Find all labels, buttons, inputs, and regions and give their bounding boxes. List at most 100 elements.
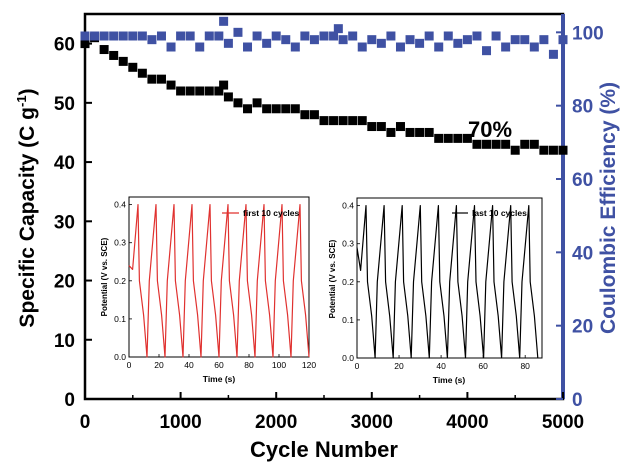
- inset-1-x-tick-label: 100: [272, 360, 286, 370]
- capacity-point: [185, 86, 195, 96]
- x-tick-label: 1000: [159, 412, 201, 433]
- efficiency-point: [472, 31, 482, 41]
- inset-2-x-tick-label: 60: [478, 361, 488, 371]
- capacity-point: [281, 104, 291, 114]
- inset-1-x-axis-title: Time (s): [203, 374, 236, 384]
- capacity-point: [434, 133, 444, 143]
- capacity-point: [166, 80, 176, 90]
- capacity-point: [300, 110, 310, 120]
- y-left-tick-label: 30: [54, 212, 75, 233]
- capacity-point: [338, 116, 348, 126]
- capacity-point: [357, 116, 367, 126]
- capacity-point: [462, 133, 472, 143]
- capacity-point: [147, 74, 157, 84]
- capacity-point: [319, 116, 329, 126]
- efficiency-point: [118, 31, 128, 41]
- efficiency-point: [329, 31, 339, 41]
- efficiency-point: [348, 31, 358, 41]
- inset-1-y-tick-label: 0.1: [114, 314, 126, 324]
- y-left-tick-label: 20: [54, 272, 75, 293]
- efficiency-point: [128, 31, 138, 41]
- efficiency-point: [204, 31, 214, 41]
- capacity-point: [539, 145, 549, 155]
- inset-2-x-tick-label: 40: [436, 361, 446, 371]
- y-right-tick-label: 0: [572, 390, 583, 411]
- efficiency-point: [319, 31, 329, 41]
- efficiency-point: [90, 31, 100, 41]
- y-right-tick-label: 100: [572, 23, 604, 44]
- capacity-point: [405, 127, 415, 137]
- efficiency-point: [415, 38, 425, 48]
- capacity-point: [214, 86, 224, 96]
- capacity-point: [243, 104, 253, 114]
- efficiency-point: [405, 35, 415, 45]
- inset-2-x-tick-label: 80: [520, 361, 530, 371]
- efficiency-point: [80, 31, 90, 41]
- capacity-point: [262, 104, 272, 114]
- inset-2-y-tick-label: 0.3: [342, 239, 354, 249]
- efficiency-point: [195, 42, 205, 52]
- efficiency-point: [520, 35, 530, 45]
- y-left-tick-label: 40: [54, 153, 75, 174]
- capacity-point: [309, 110, 319, 120]
- efficiency-point: [290, 42, 300, 52]
- efficiency-point: [300, 31, 310, 41]
- efficiency-point: [424, 31, 434, 41]
- inset-2-y-tick-label: 0.1: [342, 315, 354, 325]
- inset-1-y-tick-label: 0.4: [114, 200, 126, 210]
- efficiency-point: [434, 42, 444, 52]
- efficiency-point: [539, 35, 549, 45]
- efficiency-point: [147, 35, 157, 45]
- inset-2-y-axis-title: Potential (V vs. SCE): [328, 239, 337, 318]
- efficiency-point: [462, 35, 472, 45]
- capacity-point: [99, 45, 109, 55]
- capacity-point: [415, 127, 425, 137]
- efficiency-point: [529, 42, 539, 52]
- efficiency-point: [219, 16, 229, 26]
- efficiency-point: [376, 38, 386, 48]
- efficiency-point: [482, 46, 492, 56]
- retention-annotation: 70%: [468, 117, 512, 142]
- inset-2-potential-line: [356, 205, 539, 359]
- inset-2-legend-label: last 10 cycles: [472, 208, 527, 218]
- efficiency-point: [501, 42, 511, 52]
- efficiency-point: [137, 31, 147, 41]
- capacity-point: [548, 145, 558, 155]
- efficiency-point: [214, 31, 224, 41]
- efficiency-point: [271, 31, 281, 41]
- capacity-point: [472, 139, 482, 149]
- y-right-tick-label: 60: [572, 170, 593, 191]
- capacity-point: [329, 116, 339, 126]
- efficiency-point: [243, 42, 253, 52]
- capacity-point: [252, 98, 262, 108]
- inset-1-x-tick-label: 120: [302, 360, 316, 370]
- efficiency-point: [252, 31, 262, 41]
- capacity-point: [520, 139, 530, 149]
- efficiency-point: [367, 35, 377, 45]
- y-left-tick-label: 0: [64, 390, 75, 411]
- y-left-tick-label: 50: [54, 94, 75, 115]
- y-left-tick-label: 10: [54, 331, 75, 352]
- inset-2-x-axis-title: Time (s): [433, 375, 466, 385]
- inset-1-x-tick-label: 40: [184, 360, 194, 370]
- inset-1-y-axis-title: Potential (V vs. SCE): [100, 237, 109, 316]
- capacity-point: [501, 139, 511, 149]
- efficiency-point: [166, 42, 176, 52]
- inset-2-y-tick-label: 0.2: [342, 277, 354, 287]
- y-right-tick-label: 20: [572, 317, 593, 338]
- efficiency-point: [281, 35, 291, 45]
- efficiency-point: [357, 42, 367, 52]
- capacity-point: [204, 86, 214, 96]
- inset-1-x-tick-label: 60: [214, 360, 224, 370]
- inset-1-legend-label: first 10 cycles: [243, 208, 300, 218]
- x-tick-label: 5000: [542, 412, 584, 433]
- capacity-point: [367, 122, 377, 132]
- efficiency-point: [109, 31, 119, 41]
- efficiency-point: [185, 31, 195, 41]
- capacity-point: [443, 133, 453, 143]
- inset-1-marks: 0 20 40 60 80 100 120 0.0 0.1 0.2 0.3 0.4: [114, 200, 316, 370]
- capacity-point: [156, 74, 166, 84]
- x-tick-label: 3000: [351, 412, 393, 433]
- inset-2-y-tick-label: 0.4: [342, 201, 354, 211]
